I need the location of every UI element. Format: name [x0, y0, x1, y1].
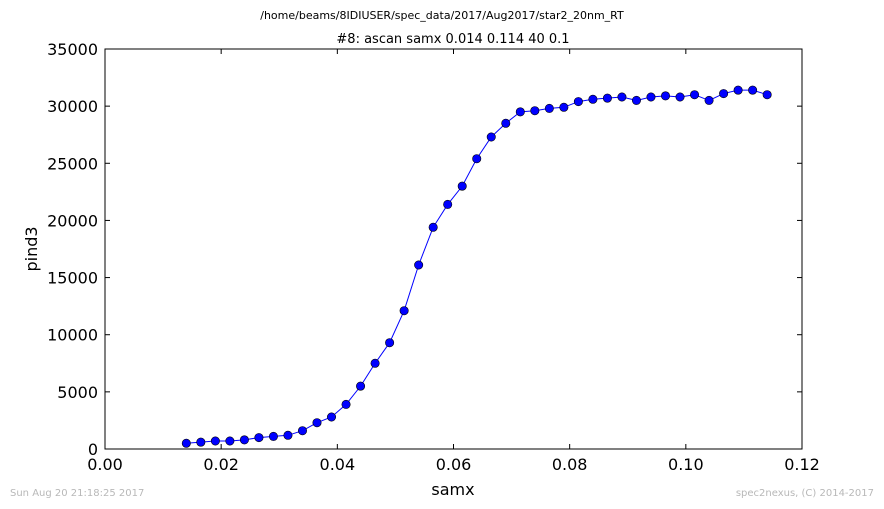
data-point — [327, 412, 337, 422]
data-point — [733, 85, 743, 95]
chart-suptitle: /home/beams/8IDIUSER/spec_data/2017/Aug2… — [260, 9, 624, 22]
data-point — [341, 399, 351, 409]
chart-title: #8: ascan samx 0.014 0.114 40 0.1 — [336, 32, 569, 47]
data-point — [268, 431, 278, 441]
data-point — [719, 89, 729, 99]
data-point — [690, 90, 700, 100]
data-point — [414, 260, 424, 270]
x-tick-label: 0.10 — [668, 455, 704, 474]
data-point — [457, 181, 467, 191]
x-tick-label: 0.00 — [87, 455, 123, 474]
x-axis-label: samx — [431, 480, 474, 499]
data-point — [704, 95, 714, 105]
data-point — [443, 199, 453, 209]
series-line — [186, 89, 768, 444]
ticks-layer: 0.00 0.02 0.04 0.06 0.08 0.10 0.12 0 5000 10000 15… — [47, 40, 820, 474]
x-tick-label: 0.12 — [784, 455, 820, 474]
footer-timestamp: Sun Aug 20 21:18:25 2017 — [10, 488, 145, 499]
y-tick-label: 0 — [88, 440, 98, 459]
data-point — [385, 338, 395, 348]
data-point — [646, 92, 656, 102]
data-point — [210, 436, 220, 446]
footer-credit: spec2nexus, (C) 2014-2017 — [735, 488, 874, 499]
data-point — [748, 85, 758, 95]
data-point — [312, 418, 322, 428]
data-point — [225, 436, 235, 446]
data-point — [486, 132, 496, 142]
y-tick-label: 35000 — [47, 40, 98, 59]
data-point — [254, 433, 264, 443]
y-tick-label: 30000 — [47, 97, 98, 116]
data-point — [297, 426, 307, 436]
series-layer — [181, 85, 772, 448]
data-point — [602, 93, 612, 103]
x-tick-label: 0.02 — [203, 455, 239, 474]
data-point — [573, 97, 583, 107]
data-point — [239, 435, 249, 445]
x-tick-label: 0.06 — [436, 455, 472, 474]
x-tick-label: 0.08 — [552, 455, 588, 474]
data-point — [181, 438, 191, 448]
data-point — [472, 154, 482, 164]
plot-frame — [104, 48, 803, 450]
data-point — [530, 106, 540, 116]
data-point — [660, 91, 670, 101]
data-point — [370, 358, 380, 368]
y-axis-label: pind3 — [22, 226, 41, 271]
y-tick-label: 10000 — [47, 326, 98, 345]
data-point — [399, 306, 409, 316]
data-point — [196, 437, 206, 447]
y-tick-label: 25000 — [47, 154, 98, 173]
data-point — [283, 430, 293, 440]
y-tick-label: 20000 — [47, 211, 98, 230]
y-tick-label: 15000 — [47, 269, 98, 288]
data-point — [631, 95, 641, 105]
data-point — [617, 92, 627, 102]
data-point — [762, 90, 772, 100]
data-point — [501, 118, 511, 128]
y-tick-label: 5000 — [57, 383, 98, 402]
data-point — [544, 103, 554, 113]
data-point — [356, 381, 366, 391]
data-point — [675, 92, 685, 102]
data-point — [588, 94, 598, 104]
data-point — [515, 107, 525, 117]
data-point — [559, 102, 569, 112]
data-point — [428, 222, 438, 232]
x-tick-label: 0.04 — [320, 455, 356, 474]
